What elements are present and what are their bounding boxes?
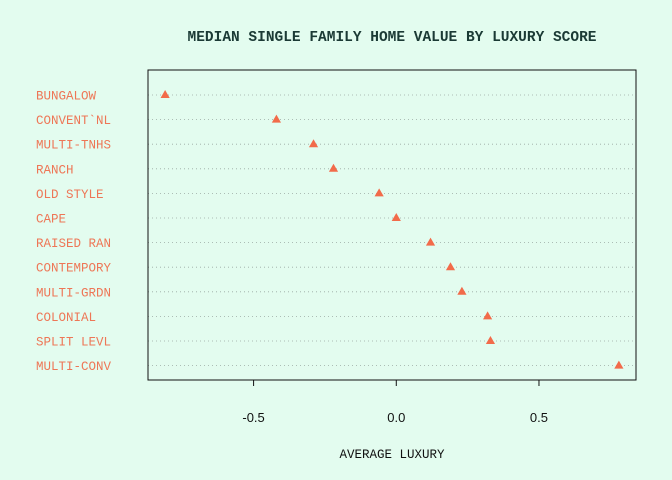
data-markers	[160, 90, 624, 369]
data-point-marker	[160, 90, 170, 98]
category-label: RANCH	[36, 163, 74, 177]
x-tick-label: 0.0	[387, 410, 405, 425]
category-label: CAPE	[36, 213, 66, 227]
chart-title: MEDIAN SINGLE FAMILY HOME VALUE BY LUXUR…	[188, 30, 597, 46]
category-label: RAISED RAN	[36, 237, 111, 251]
category-label: BUNGALOW	[36, 90, 97, 104]
grid-lines	[148, 94, 636, 367]
category-label: OLD STYLE	[36, 188, 104, 202]
x-tick-label: 0.5	[530, 410, 548, 425]
data-point-marker	[391, 213, 401, 221]
data-point-marker	[425, 237, 436, 246]
category-label: MULTI-GRDN	[36, 286, 111, 300]
category-labels: BUNGALOW CONVENT`NL MULTI-TNHS RANCH OLD STY…	[36, 90, 112, 375]
x-axis: -0.5 0.0 0.5	[242, 380, 548, 425]
category-label: COLONIAL	[36, 311, 96, 325]
data-point-marker	[483, 311, 493, 320]
data-point-marker	[271, 114, 282, 123]
plot-panel	[147, 69, 637, 381]
data-point-marker	[374, 188, 384, 197]
data-point-marker	[614, 360, 624, 369]
category-label: MULTI-TNHS	[36, 139, 111, 153]
x-tick-label: -0.5	[242, 410, 264, 425]
data-point-marker	[457, 286, 467, 295]
x-axis-title: AVERAGE LUXURY	[339, 448, 445, 462]
data-point-marker	[445, 262, 456, 271]
data-point-marker	[328, 163, 339, 172]
category-label: MULTI-CONV	[36, 360, 112, 374]
data-point-marker	[308, 139, 319, 148]
data-point-marker	[485, 336, 496, 344]
category-label: CONVENT`NL	[36, 114, 111, 128]
category-label: SPLIT LEVL	[36, 336, 111, 350]
category-label: CONTEMPORY	[36, 262, 112, 276]
